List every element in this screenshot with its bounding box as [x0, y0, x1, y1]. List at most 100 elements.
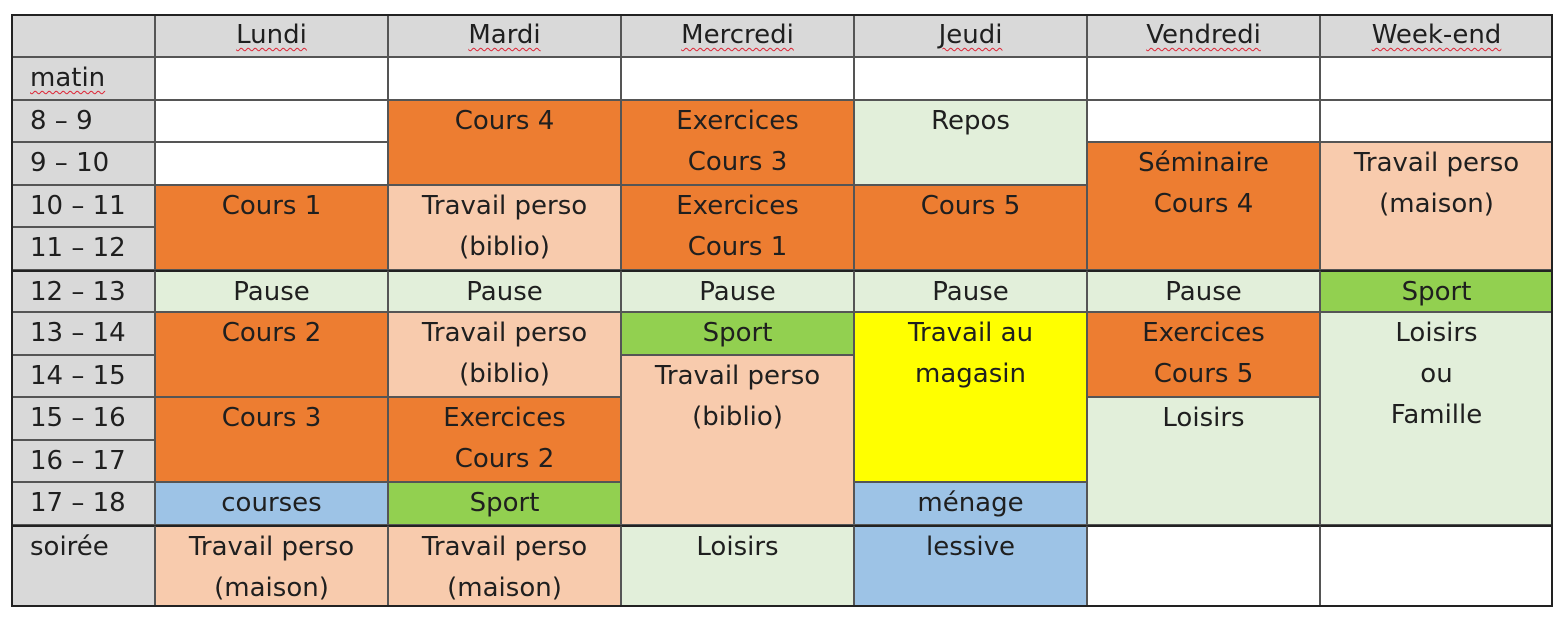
block-text: Cours 4 — [1153, 189, 1254, 219]
block-text: Travail perso — [188, 531, 355, 562]
schedule-block: Pause — [854, 269, 1087, 312]
block-text: Cours 5 — [1153, 359, 1254, 389]
block-text: Cours 3 — [221, 403, 322, 433]
schedule-block: Pause — [1087, 269, 1320, 312]
schedule-block: Sport — [621, 312, 854, 355]
schedule-block — [1320, 524, 1553, 607]
schedule-block: Travail perso (biblio) — [388, 312, 621, 397]
block-text: Cours 5 — [920, 190, 1021, 221]
block-text: Travail perso — [654, 360, 821, 391]
schedule-block: Travail perso (maison) — [1320, 142, 1553, 270]
block-text: ou — [1420, 359, 1453, 389]
schedule-block — [1087, 57, 1320, 100]
day-header-label: Week-end — [1371, 20, 1502, 50]
row-label-5: 12 – 13 — [11, 269, 155, 312]
schedule-block: Repos — [854, 99, 1087, 185]
block-text: Cours 2 — [454, 444, 555, 474]
schedule-block: Séminaire Cours 4 — [1087, 142, 1320, 270]
schedule-block — [1320, 99, 1553, 142]
time-slot-label: 14 – 15 — [30, 360, 126, 391]
block-text: Travail perso — [421, 190, 588, 221]
block-text: Travail perso — [421, 318, 588, 348]
schedule-block: Loisirs ou Famille — [1320, 312, 1553, 525]
row-label-0: matin — [11, 57, 155, 100]
block-text: Loisirs — [1162, 403, 1245, 433]
block-text: courses — [221, 488, 322, 518]
schedule-block — [388, 57, 621, 100]
time-slot-label: 8 – 9 — [30, 105, 93, 136]
schedule-block: Travail au magasin — [854, 312, 1087, 482]
block-text: (maison) — [447, 572, 562, 603]
block-text: Sport — [702, 318, 773, 348]
day-header-3: Jeudi — [854, 14, 1087, 57]
day-header-label: Vendredi — [1146, 20, 1261, 50]
block-text: (biblio) — [692, 401, 783, 432]
time-slot-label: 17 – 18 — [30, 488, 126, 518]
block-text: ménage — [917, 488, 1024, 518]
schedule-block: Sport — [388, 482, 621, 525]
block-text: Pause — [1165, 276, 1242, 307]
schedule-block — [854, 57, 1087, 100]
block-text: (maison) — [1379, 189, 1494, 219]
block-text: Cours 1 — [687, 231, 788, 262]
time-slot-label: soirée — [30, 531, 109, 562]
schedule-block: Travail perso (maison) — [155, 524, 388, 607]
schedule-block — [155, 99, 388, 142]
schedule-block — [1320, 57, 1553, 100]
block-text: Pause — [466, 276, 543, 307]
block-text: Travail au — [907, 318, 1034, 348]
weekly-schedule-table: Lundi Mardi Mercredi Jeudi Vendredi Week-end m… — [11, 14, 1553, 607]
block-text: Exercices — [443, 403, 566, 433]
time-slot-label: 16 – 17 — [30, 445, 126, 476]
block-text: Sport — [1401, 276, 1472, 307]
row-label-1: 8 – 9 — [11, 99, 155, 142]
schedule-block: Travail perso (maison) — [388, 524, 621, 607]
schedule-block: ménage — [854, 482, 1087, 525]
block-text: magasin — [915, 359, 1026, 389]
schedule-block: Cours 5 — [854, 184, 1087, 270]
block-text: Cours 2 — [221, 318, 322, 348]
time-slot-label: 15 – 16 — [30, 403, 126, 433]
row-label-8: 15 – 16 — [11, 397, 155, 440]
time-slot-label: 13 – 14 — [30, 318, 126, 348]
row-label-10: 17 – 18 — [11, 482, 155, 525]
time-slot-label: 11 – 12 — [30, 233, 126, 263]
row-label-9: 16 – 17 — [11, 439, 155, 482]
day-header-label: Lundi — [236, 20, 307, 50]
block-text: (biblio) — [459, 359, 550, 389]
day-header-2: Mercredi — [621, 14, 854, 57]
schedule-block: Cours 2 — [155, 312, 388, 397]
block-text: Pause — [233, 276, 310, 307]
schedule-block: Exercices Cours 5 — [1087, 312, 1320, 397]
day-header-1: Mardi — [388, 14, 621, 57]
day-header-label: Mercredi — [681, 20, 794, 50]
schedule-block — [1087, 99, 1320, 142]
block-text: Cours 1 — [221, 190, 322, 221]
time-slot-label: 12 – 13 — [30, 276, 126, 307]
schedule-block: Sport — [1320, 269, 1553, 312]
block-text: Travail perso — [421, 531, 588, 562]
row-label-7: 14 – 15 — [11, 354, 155, 397]
row-label-3: 10 – 11 — [11, 184, 155, 227]
row-label-6: 13 – 14 — [11, 312, 155, 355]
block-text: Pause — [699, 276, 776, 307]
schedule-block: Loisirs — [1087, 397, 1320, 525]
time-slot-label: 10 – 11 — [30, 190, 126, 221]
day-header-0: Lundi — [155, 14, 388, 57]
schedule-block: Pause — [388, 269, 621, 312]
time-slot-label: 9 – 10 — [30, 148, 110, 178]
schedule-block: Cours 1 — [155, 184, 388, 270]
schedule-block: Cours 3 — [155, 397, 388, 482]
row-label-2: 9 – 10 — [11, 142, 155, 185]
block-text: Cours 4 — [454, 105, 555, 136]
schedule-block: courses — [155, 482, 388, 525]
schedule-block: Travail perso (biblio) — [621, 354, 854, 525]
day-header-4: Vendredi — [1087, 14, 1320, 57]
block-text: (maison) — [214, 572, 329, 603]
block-text: Pause — [932, 276, 1009, 307]
day-header-5: Week-end — [1320, 14, 1553, 57]
block-text: Travail perso — [1353, 148, 1520, 178]
schedule-block — [1087, 524, 1320, 607]
block-text: Séminaire — [1138, 148, 1269, 178]
block-text: Famille — [1390, 400, 1483, 430]
